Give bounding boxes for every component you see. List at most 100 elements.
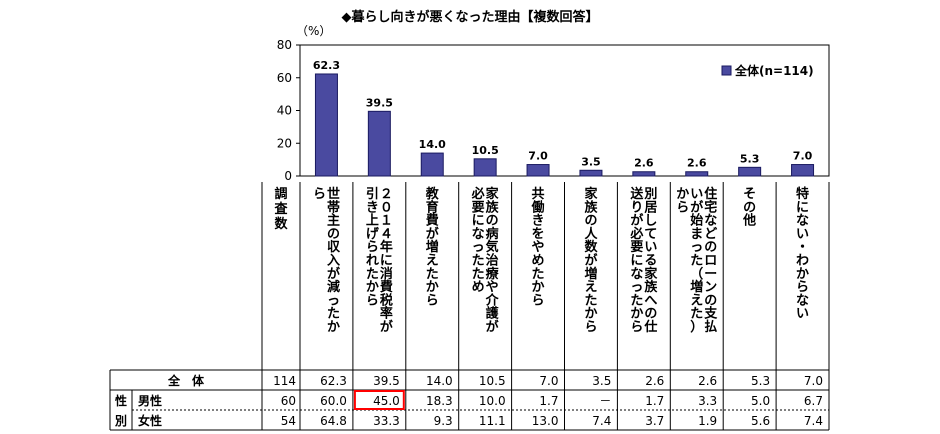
bar [314,73,338,177]
category-label: 世 [327,186,340,202]
category-label: た [690,307,703,322]
category-label: の [704,240,717,255]
category-label: 介 [485,292,500,308]
table-cell: 5.3 [751,374,770,388]
category-label: え [584,280,597,295]
row-label: 男性 [138,393,162,408]
category-label: い [690,187,703,202]
category-label: か [366,280,379,295]
category-label: な [704,214,717,229]
table-cell: 11.1 [479,414,506,428]
table-cell: － [599,394,611,408]
table-cell: 62.3 [320,374,347,388]
highlight-box [353,390,405,410]
table-cell: 10.0 [479,394,506,408]
legend-swatch [721,65,732,76]
table-cell: 60.0 [320,394,347,408]
y-tick-label: 40 [277,104,292,118]
category-label: 気 [486,239,499,255]
category-label: ら [584,320,597,335]
category-label: 増 [584,266,597,282]
category-label: １ [380,214,393,229]
category-label: そ [743,187,756,202]
category-label: 別 [643,187,657,202]
category-label: の [327,227,340,242]
table-cell: 7.4 [804,414,823,428]
category-label: か [426,280,439,295]
category-label: な [796,293,809,308]
group-label: 別 [114,414,127,428]
category-label: ら [366,240,379,255]
bar [791,164,815,177]
category-label: っ [630,280,643,295]
category-label: げ [366,226,380,242]
category-label: 家 [486,186,500,202]
category-label: て [644,227,657,242]
category-label: め [472,280,485,295]
category-label: え [426,254,439,269]
category-label: に [630,254,643,269]
category-label: 増 [426,239,439,255]
table-cell: 3.3 [698,394,717,408]
table-cell: 9.3 [434,414,453,428]
category-label: が [630,213,643,229]
category-label: ０ [380,200,393,215]
category-label: な [472,227,485,242]
y-tick-label: 60 [277,71,292,85]
category-label: 居 [644,200,657,215]
category-label: わ [796,254,809,269]
table-cell: 33.3 [373,414,400,428]
category-label: ど [704,227,717,242]
category-label: 増 [690,279,703,295]
category-label: ４ [380,227,393,242]
bar [473,158,497,177]
bar-value-label: 5.3 [740,152,760,165]
category-label: た [472,254,485,269]
category-label: 族 [644,279,658,295]
category-label: が [380,319,393,335]
category-label: の [486,214,499,229]
category-label: 族 [584,199,598,215]
category-label: ロ [704,254,717,269]
table-cell: 7.0 [539,374,558,388]
category-label: 族 [486,199,500,215]
category-label: 上 [366,214,379,229]
table-cell: 3.5 [592,374,611,388]
table-cell: 18.3 [426,394,453,408]
category-label: め [532,254,545,269]
bar-value-label: 39.5 [366,96,393,109]
category-label: 住 [704,186,717,202]
table-cell: 6.7 [804,394,823,408]
category-label: い [796,227,809,242]
bar [367,110,391,177]
category-label: 年 [380,239,393,255]
category-label: か [796,267,809,282]
table-cell: 13.0 [532,414,559,428]
survey-count-header: 数 [274,216,288,232]
bar-value-label: 14.0 [419,138,446,151]
category-label: り [630,200,643,215]
category-label: が [690,199,703,215]
bar [579,169,603,177]
category-label: 入 [327,254,340,269]
category-label: 収 [327,240,341,255]
table-cell: 7.4 [592,414,611,428]
category-label: 帯 [327,199,340,215]
category-label: た [366,267,379,282]
bar-value-label: 2.6 [634,157,654,170]
category-label: ら [676,200,689,215]
category-label: 送 [629,186,644,202]
category-label: 宅 [704,199,717,215]
category-label: 療 [486,266,500,282]
category-label: ・ [796,240,809,255]
category-label: 必 [629,226,643,242]
category-label: 教 [425,186,440,202]
category-label: か [327,320,340,335]
category-label: 家 [584,186,598,202]
category-label: ら [366,293,379,308]
category-label: れ [366,254,379,269]
category-label: や [532,240,545,255]
table-cell: 5.6 [751,414,770,428]
bar-value-label: 7.0 [793,150,813,163]
category-label: ら [426,293,439,308]
